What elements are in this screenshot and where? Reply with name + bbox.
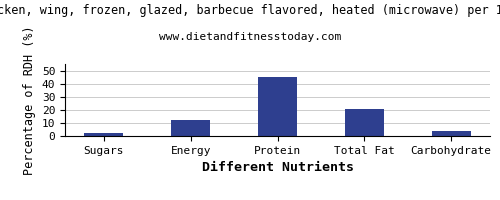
Bar (345, 109, 384, 136)
Text: cken, wing, frozen, glazed, barbecue flavored, heated (microwave) per 1: cken, wing, frozen, glazed, barbecue fla… (0, 4, 500, 17)
X-axis label: Different Nutrients: Different Nutrients (202, 161, 354, 174)
Text: www.dietandfitnesstoday.com: www.dietandfitnesstoday.com (159, 32, 341, 42)
Y-axis label: Percentage of RDH (%): Percentage of RDH (%) (23, 25, 36, 175)
Bar (171, 120, 210, 136)
Bar (258, 77, 297, 136)
Bar (84, 133, 124, 136)
Bar (432, 131, 470, 136)
